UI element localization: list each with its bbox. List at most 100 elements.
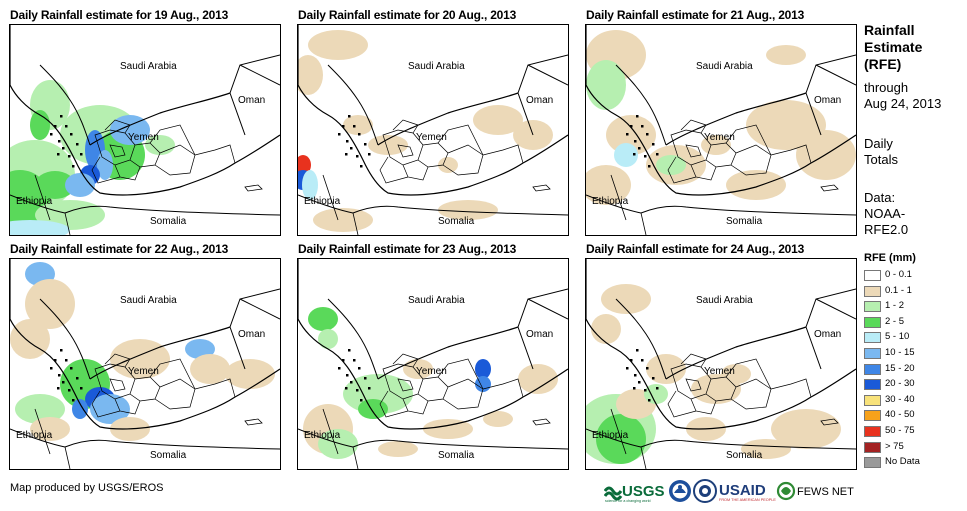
governorate-border bbox=[725, 124, 772, 156]
governorate-border bbox=[397, 378, 414, 392]
island-marker bbox=[638, 147, 641, 150]
legend-swatch bbox=[864, 301, 881, 313]
map-credit: Map produced by USGS/EROS bbox=[10, 482, 164, 494]
coastline bbox=[327, 64, 379, 146]
country-border bbox=[805, 288, 856, 370]
governorate-border bbox=[705, 142, 737, 168]
island-marker bbox=[364, 377, 367, 380]
governorate-border bbox=[94, 363, 136, 400]
governorate-border bbox=[442, 378, 484, 410]
legend-label: 0.1 - 1 bbox=[885, 284, 912, 296]
rainfall-map-panel: Saudi Arabia Oman Yemen Ethiopia Somalia bbox=[9, 24, 281, 236]
rainfall-map-panel: Saudi Arabia Oman Yemen Ethiopia Somalia bbox=[585, 24, 857, 236]
usaid-text: USAID bbox=[719, 482, 766, 499]
rainfall-map-panel: Saudi Arabia Oman Yemen Ethiopia Somalia bbox=[585, 258, 857, 470]
legend-label: 50 - 75 bbox=[885, 424, 915, 436]
island-marker bbox=[57, 153, 60, 156]
governorate-border bbox=[379, 390, 409, 418]
governorate-border bbox=[114, 164, 141, 181]
country-label-saudi: Saudi Arabia bbox=[696, 295, 753, 306]
rainfall-patch bbox=[97, 150, 113, 180]
island-marker bbox=[70, 367, 73, 370]
governorate-border bbox=[149, 124, 196, 156]
rainfall-patch bbox=[483, 411, 513, 427]
island-marker bbox=[646, 367, 649, 370]
island-marker bbox=[636, 349, 639, 352]
island-marker bbox=[360, 399, 363, 402]
rainfall-patch bbox=[586, 165, 631, 205]
socotra-island bbox=[244, 184, 263, 192]
island-marker bbox=[353, 359, 356, 362]
country-label-yemen: Yemen bbox=[128, 366, 159, 377]
rainfall-patch bbox=[10, 220, 70, 235]
country-border bbox=[517, 54, 568, 136]
usgs-logo-graphic: USGS science for a changing world bbox=[603, 483, 665, 503]
noaa-logo bbox=[668, 479, 692, 503]
governorate-border bbox=[730, 144, 772, 176]
rainfall-map bbox=[586, 259, 856, 469]
rainfall-patch bbox=[35, 171, 75, 199]
island-marker bbox=[634, 374, 637, 377]
socotra-island bbox=[532, 184, 551, 192]
island-marker bbox=[353, 125, 356, 128]
sidebar-title-line: Estimate bbox=[864, 39, 923, 55]
rainfall-patch bbox=[438, 200, 498, 220]
country-label-saudi: Saudi Arabia bbox=[696, 61, 753, 72]
legend-swatch bbox=[864, 379, 881, 391]
country-label-somalia: Somalia bbox=[150, 216, 187, 227]
legend-swatch bbox=[864, 363, 881, 375]
legend-label: 0 - 0.1 bbox=[885, 269, 912, 280]
panel-title: Daily Rainfall estimate for 19 Aug., 201… bbox=[10, 8, 229, 22]
rainfall-patch bbox=[771, 409, 841, 449]
island-marker bbox=[62, 381, 65, 384]
country-label-somalia: Somalia bbox=[438, 216, 475, 227]
fewsnet-text: FEWS NET bbox=[797, 486, 854, 498]
panel-title: Daily Rainfall estimate for 21 Aug., 201… bbox=[586, 8, 805, 22]
rainfall-patch bbox=[308, 307, 338, 331]
island-marker bbox=[60, 115, 63, 118]
rainfall-patch bbox=[110, 115, 150, 145]
legend-swatch bbox=[864, 441, 881, 453]
island-marker bbox=[368, 153, 371, 156]
legend-title: RFE (mm) bbox=[864, 252, 916, 264]
sidebar-title: Rainfall Estimate (RFE) bbox=[864, 22, 922, 73]
country-border bbox=[377, 326, 519, 380]
country-label-saudi: Saudi Arabia bbox=[408, 295, 465, 306]
fewsnet-logo-graphic: FEWS NET bbox=[776, 481, 854, 501]
dhs-seal bbox=[693, 479, 717, 503]
island-marker bbox=[638, 381, 641, 384]
island-marker bbox=[644, 155, 647, 158]
country-border bbox=[229, 54, 280, 136]
island-marker bbox=[646, 133, 649, 136]
governorate-border bbox=[194, 144, 236, 164]
rainfall-patch bbox=[318, 429, 358, 459]
governorate-border bbox=[437, 358, 484, 390]
legend-swatch bbox=[864, 270, 881, 281]
country-label-ethiopia: Ethiopia bbox=[592, 196, 629, 207]
country-border bbox=[377, 92, 519, 146]
island-marker bbox=[70, 133, 73, 136]
legend-label: 5 - 10 bbox=[885, 331, 910, 343]
governorate-border bbox=[94, 129, 136, 166]
country-border bbox=[89, 326, 231, 380]
country-label-oman: Oman bbox=[814, 329, 842, 340]
governorate-border bbox=[392, 119, 419, 134]
country-border bbox=[322, 174, 359, 235]
country-label-ethiopia: Ethiopia bbox=[592, 430, 629, 441]
country-label-somalia: Somalia bbox=[726, 216, 763, 227]
island-marker bbox=[641, 359, 644, 362]
country-border bbox=[610, 174, 647, 235]
country-label-yemen: Yemen bbox=[704, 366, 735, 377]
governorate-border bbox=[109, 378, 126, 392]
governorate-border bbox=[154, 144, 196, 176]
socotra-island bbox=[820, 418, 839, 426]
rainfall-patch bbox=[518, 364, 558, 394]
island-marker bbox=[656, 153, 659, 156]
legend-swatch bbox=[864, 285, 881, 297]
governorate-border bbox=[725, 358, 772, 390]
rainfall-patch bbox=[601, 284, 651, 314]
usaid-logo-graphic: USAID FROM THE AMERICAN PEOPLE bbox=[719, 482, 776, 502]
legend-label: 15 - 20 bbox=[885, 362, 915, 374]
rainfall-map bbox=[586, 25, 856, 235]
rainfall-patch bbox=[313, 208, 373, 232]
